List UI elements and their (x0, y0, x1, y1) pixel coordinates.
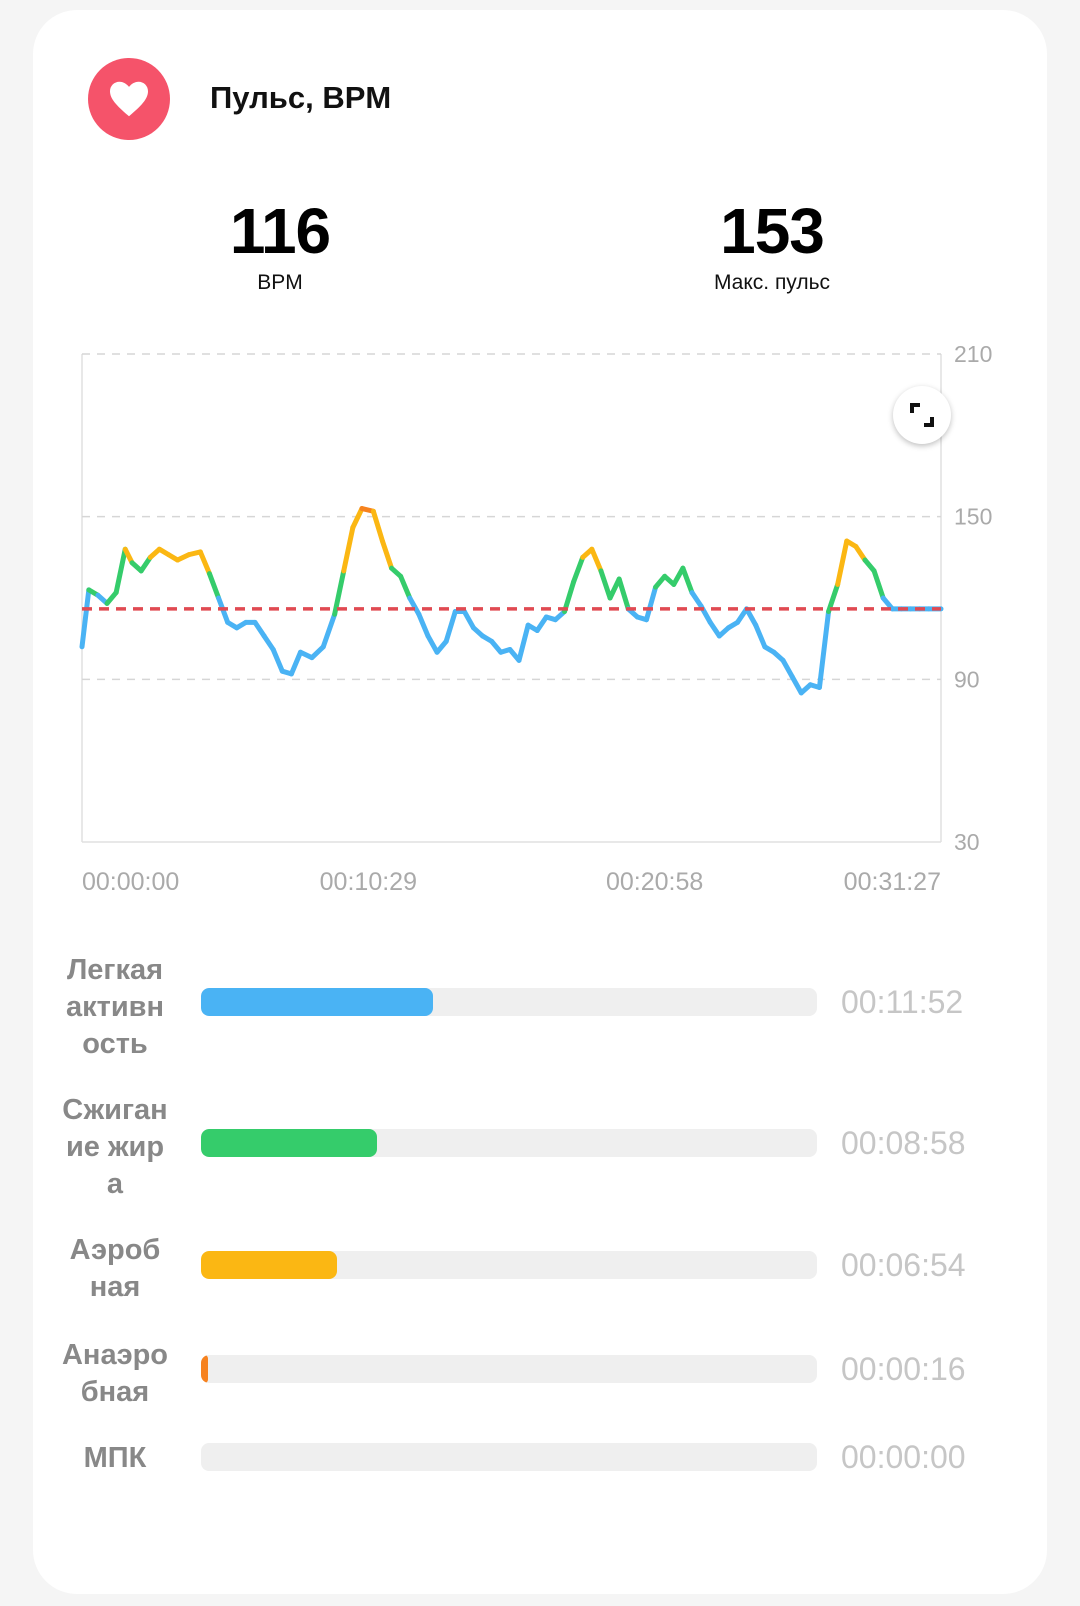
heart-rate-line-segment (261, 633, 276, 653)
heart-rate-line-segment (871, 568, 886, 601)
heart-rate-line-segment (138, 554, 153, 574)
heart-rate-line-segment (835, 538, 850, 587)
heart-rate-line-segment (379, 538, 395, 571)
y-tick-label: 150 (954, 504, 992, 530)
zone-time: 00:11:52 (841, 984, 964, 1020)
heart-rate-line-segment (853, 543, 868, 563)
heart-rate-line-segment (571, 554, 586, 585)
zone-time: 00:08:58 (841, 1125, 966, 1161)
heart-rate-line-segment (206, 571, 222, 601)
y-tick-label: 90 (954, 666, 980, 692)
heart-rate-line-segment (320, 611, 338, 650)
heart-rate-line-segment (350, 506, 365, 531)
heart-rate-line-segment (753, 622, 768, 650)
zone-progress-fill (201, 988, 434, 1016)
heart-rate-line-segment (370, 508, 385, 544)
heart-rate-line-segment (270, 647, 285, 674)
heart-rate-line-segment (416, 611, 431, 639)
heart-rate-line-segment (341, 525, 356, 574)
heart-rate-line-segment (789, 674, 804, 696)
heart-rate-line-segment (288, 649, 304, 677)
avg-bpm-value: 116 (229, 195, 331, 267)
y-tick-label: 210 (954, 341, 992, 367)
max-bpm-label: Макс. пульс (713, 271, 831, 294)
heart-rate-line-segment (398, 573, 413, 601)
x-tick-label: 00:00:00 (82, 868, 179, 896)
heart-rate-line-segment (113, 546, 128, 596)
zone-progress-fill (201, 1355, 208, 1383)
heart-rate-line-segment (589, 546, 604, 574)
heart-rate-line-segment (252, 619, 267, 639)
zone-progress-track (201, 1251, 817, 1279)
heart-rate-line-segment (516, 622, 531, 663)
heart-rate-line-segment (643, 584, 659, 623)
heart-rate-line-segment (443, 609, 458, 644)
zone-progress-fill (201, 1251, 337, 1279)
zone-name: Легкая активность (65, 954, 165, 1060)
heart-rate-line-segment (332, 568, 347, 617)
zone-name: Сжигание жира (62, 1094, 168, 1200)
heart-rate-line-segment (407, 595, 422, 617)
x-tick-label: 00:31:27 (844, 868, 941, 896)
heart-rate-line-segment (598, 568, 613, 601)
heart-rate-line-segment (780, 657, 795, 680)
max-bpm-value: 153 (720, 195, 825, 267)
heart-rate-chart: 210 150 90 30 00:00:00 00:10:29 00:20:58 00:31:… (79, 341, 992, 896)
zone-progress-track (201, 1129, 817, 1157)
heart-rate-line-segment (826, 581, 841, 615)
zone-progress-track (201, 1443, 817, 1471)
heart-rate-line-segment (816, 609, 832, 690)
zone-progress-track (201, 988, 817, 1016)
heart-rate-line-segment (680, 565, 695, 596)
x-tick-label: 00:10:29 (320, 868, 417, 896)
max-bpm-stat: 153 Макс. пульс (622, 193, 922, 295)
y-tick-label: 30 (954, 829, 980, 855)
heart-rate-line-segment (122, 546, 135, 566)
zone-progress-fill (201, 1129, 377, 1157)
expand-icon (910, 403, 934, 427)
heart-rate-line-segment (461, 609, 476, 631)
zone-name: МПК (83, 1442, 147, 1474)
zone-time: 00:00:16 (841, 1351, 966, 1387)
zone-progress-track (201, 1355, 817, 1383)
card-title: Пульс, BPM (210, 80, 392, 115)
heart-rate-line-segment (562, 579, 577, 615)
heart-rate-line-segment (744, 606, 759, 628)
heart-rate-card: Пульс, BPM 116 BPM 153 Макс. пульс 210 15… (33, 10, 1047, 1594)
heart-rate-line-segment (689, 590, 704, 609)
heart-rate-line-segment (534, 614, 549, 634)
heart-rate-line-segment (707, 619, 722, 639)
heart-rate-line-segment (79, 587, 92, 650)
heart-rate-line-segment (309, 644, 326, 661)
heart-rate-line-segment (425, 633, 440, 655)
expand-chart-button[interactable] (893, 386, 951, 444)
zone-name: Аэробная (69, 1234, 161, 1303)
zone-time: 00:00:00 (841, 1439, 966, 1475)
zone-time: 00:06:54 (841, 1247, 966, 1283)
avg-bpm-stat: 116 BPM (130, 193, 430, 295)
avg-bpm-label: BPM (257, 271, 303, 294)
heart-icon (88, 58, 170, 140)
zone-name: Анаэробная (61, 1339, 169, 1408)
heart-rate-line-segment (616, 576, 631, 612)
heart-rate-line-segment (197, 549, 212, 577)
x-tick-label: 00:20:58 (606, 868, 703, 896)
